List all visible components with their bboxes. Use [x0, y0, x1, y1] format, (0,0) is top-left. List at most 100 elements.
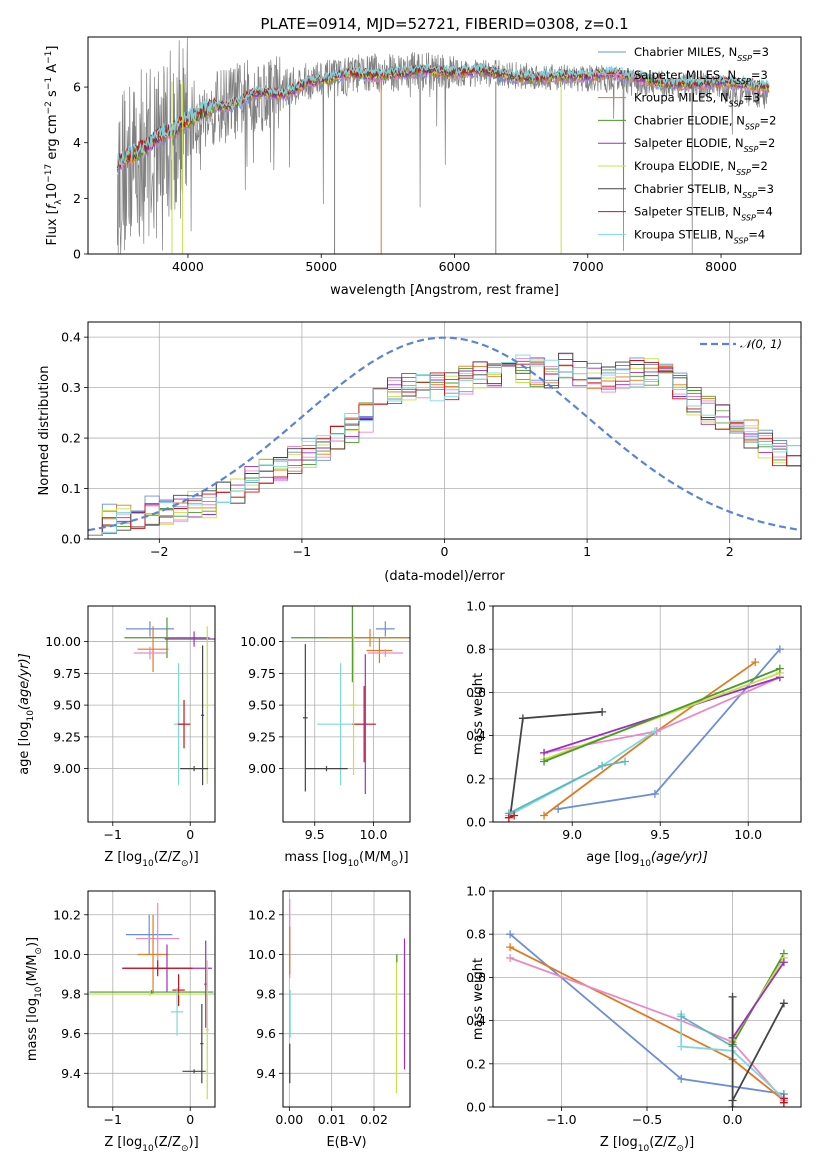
legend-nssp-sub: SSP: [745, 122, 760, 131]
x-axis-label-part: ⊙: [676, 1144, 684, 1154]
panel-spectrum: 4000 5000 6000 7000 8000 0 2 4 6 PLATE=0914, MJD=…: [44, 15, 802, 298]
x-axis-label: mass [log10(M/M⊙)]: [284, 850, 408, 869]
y-tick-label: 10.2: [248, 907, 276, 922]
legend-imf: Kroupa: [634, 227, 675, 241]
legend-imf: Kroupa: [634, 159, 675, 173]
legend-eq: =: [751, 68, 761, 82]
x-axis-label: (data-model)/error: [384, 569, 505, 584]
legend-nssp: N: [728, 68, 737, 82]
x-tick-label: 10.0: [734, 827, 762, 842]
legend-entry: Salpeter ELODIE, NSSP=2: [634, 136, 775, 154]
x-tick-label: 9.5: [305, 827, 325, 842]
y-axis-label-part: λ: [54, 199, 64, 205]
x-axis-label-part: (M/M: [359, 850, 391, 865]
x-axis-label-part: )]: [189, 1135, 199, 1150]
weight-series-1: [557, 648, 781, 810]
y-axis-label: Flux [fλ10−17 erg cm−2 s−1 A−1]: [44, 46, 64, 246]
weight-marker: [650, 789, 659, 798]
y-tick-label: 0.1: [61, 481, 81, 496]
weight-series-7: [731, 961, 785, 1039]
legend-imf: Chabrier: [634, 182, 684, 196]
y-tick-label: 9.00: [248, 761, 276, 776]
legend-nssp: N: [732, 205, 741, 219]
panel-weight_vs_age: 9.0 9.5 10.0 0.0 0.2 0.4 0.6 0.8 1.0 age [log10(a…: [466, 599, 802, 869]
weight-marker: [751, 658, 760, 667]
x-tick-label: 9.5: [650, 827, 670, 842]
y-axis-label: mass weight: [471, 958, 486, 1040]
y-axis-label-part: )]: [25, 937, 40, 947]
legend-nssp: N: [725, 227, 734, 241]
x-tick-label: 0: [186, 827, 194, 842]
y-axis-label: Normed distribution: [37, 366, 52, 496]
x-axis-label-part: 10: [142, 1144, 154, 1154]
weight-marker: [510, 811, 519, 820]
x-axis-label: wavelength [Angstrom, rest frame]: [330, 283, 559, 298]
legend-nssp-sub: SSP: [729, 99, 744, 108]
legend-eq: =: [756, 205, 766, 219]
legend-nssp: N: [736, 113, 745, 127]
axes-frame: [492, 605, 802, 823]
y-axis-label-part: A: [45, 64, 60, 77]
legend-n: 4: [765, 205, 772, 219]
x-axis-label-part: (Z/Z: [649, 1135, 676, 1150]
legend-n: 2: [768, 136, 775, 150]
x-tick-label: 5000: [305, 259, 337, 274]
legend-imf: Salpeter: [634, 68, 683, 82]
legend-imf: Salpeter: [634, 136, 683, 150]
weight-marker: [728, 1096, 737, 1105]
legend-eq: =: [743, 91, 753, 105]
x-axis-label: age [log10(age/yr)]: [586, 850, 708, 869]
x-tick-label: 0.00: [275, 1112, 303, 1127]
weight-marker: [677, 1074, 686, 1083]
y-axis-label-part: ]: [45, 46, 60, 51]
y-tick-label: 9.75: [53, 666, 81, 681]
y-tick-label: 0: [73, 247, 81, 262]
x-axis-label-part: 10: [348, 859, 360, 869]
y-tick-label: 9.00: [53, 761, 81, 776]
legend-sep: ,: [725, 205, 732, 219]
weight-marker: [554, 805, 563, 814]
errorbars: [289, 898, 406, 1094]
y-axis-label: age [log10(age/yr)]: [17, 653, 36, 775]
weight-marker: [677, 1012, 686, 1021]
weight-marker: [779, 958, 788, 967]
y-tick-label: 0.0: [466, 1100, 486, 1115]
weight-series-2: [543, 661, 756, 817]
y-tick-label: 9.4: [256, 1066, 276, 1081]
weight-marker: [506, 953, 515, 962]
legend-sep: ,: [718, 227, 725, 241]
x-axis-label: E(B-V): [326, 1135, 366, 1150]
y-tick-label: 2: [73, 191, 81, 206]
legend-imf: Chabrier: [634, 45, 684, 59]
legend-eq: =: [757, 182, 767, 196]
weight-series-0: [509, 710, 603, 814]
y-tick-label: 10.2: [53, 907, 81, 922]
y-axis-label-part: −17: [44, 164, 54, 183]
x-tick-label: 0: [441, 544, 449, 559]
x-tick-label: 4000: [172, 259, 204, 274]
legend-nssp-sub: SSP: [736, 168, 751, 177]
legend-entry: Salpeter MILES, NSSP=3: [634, 68, 768, 86]
y-tick-label: 0.0: [61, 532, 81, 547]
y-tick-label: 4: [73, 135, 81, 150]
legend-n: 3: [767, 182, 774, 196]
axes-frame: [87, 36, 802, 255]
x-tick-label: −0.5: [632, 1112, 662, 1127]
y-axis-label-part: 10: [34, 986, 44, 998]
y-axis-label-part: Flux [: [45, 209, 60, 245]
x-axis-label-part: 10: [638, 1144, 650, 1154]
weight-series-9: [731, 1002, 785, 1101]
weight-marker: [779, 1094, 788, 1103]
legend-nssp: N: [729, 45, 738, 59]
y-axis-label-part: 10: [45, 183, 60, 200]
y-axis-label-part: mass [log: [25, 998, 40, 1061]
y-tick-label: 0.3: [61, 380, 81, 395]
x-axis-label: Z [log10(Z/Z⊙)]: [104, 1135, 198, 1154]
histogram-2: [88, 365, 801, 536]
weight-marker: [728, 992, 737, 1001]
x-tick-label: 0.02: [360, 1112, 388, 1127]
legend-lib: ELODIE: [686, 136, 728, 150]
histograms: [88, 336, 801, 536]
x-axis-label-part: Z [log: [104, 850, 142, 865]
